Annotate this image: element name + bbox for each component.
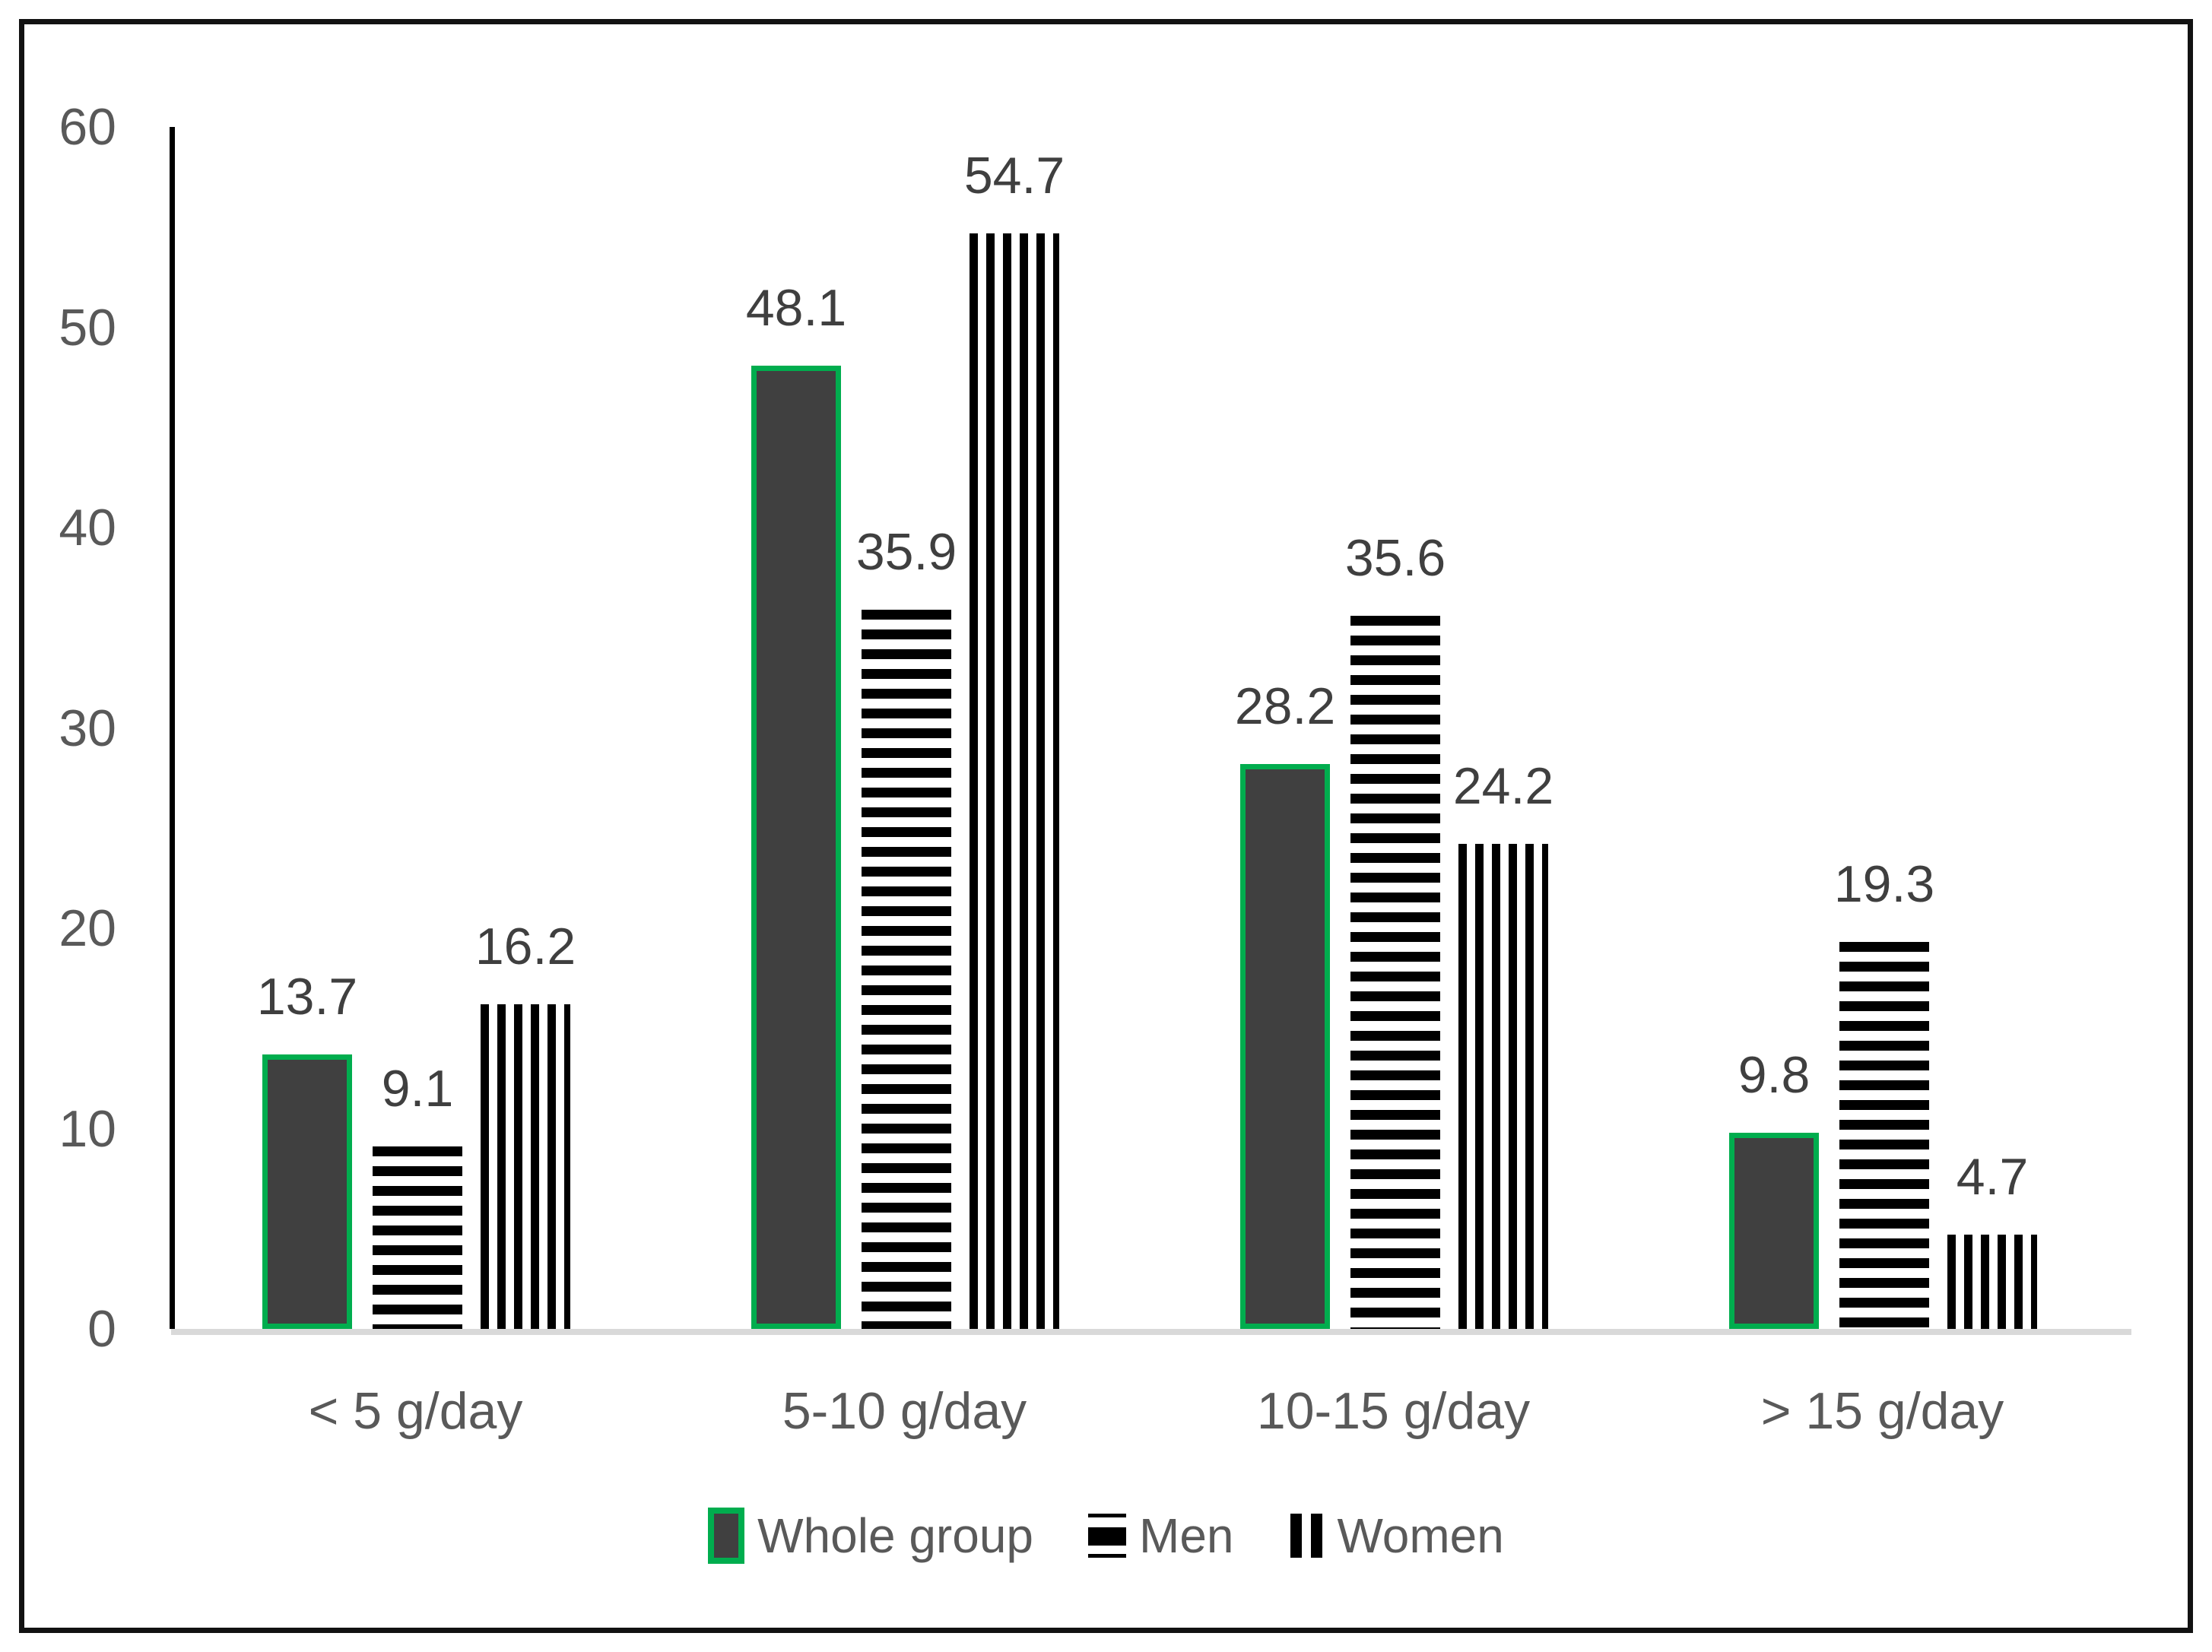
y-axis-tick-label: 0 bbox=[87, 1300, 116, 1358]
legend-item-men: Men bbox=[1088, 1511, 1234, 1560]
value-label: 19.3 bbox=[1833, 855, 1935, 913]
y-axis-tick-label: 20 bbox=[59, 899, 116, 957]
value-label: 16.2 bbox=[474, 918, 576, 975]
y-axis-tick-label: 30 bbox=[59, 699, 116, 757]
legend-label-whole-group: Whole group bbox=[757, 1508, 1034, 1563]
bar-men-2 bbox=[862, 610, 951, 1329]
legend-label-women: Women bbox=[1337, 1508, 1504, 1563]
y-axis-tick-label: 50 bbox=[59, 298, 116, 357]
bar-whole-group-4 bbox=[1729, 1133, 1819, 1329]
value-label: 35.9 bbox=[855, 523, 957, 581]
value-label: 35.6 bbox=[1344, 529, 1446, 587]
value-label: 9.8 bbox=[1738, 1046, 1811, 1104]
value-label: 48.1 bbox=[745, 279, 847, 337]
bar-whole-group-3 bbox=[1240, 764, 1330, 1329]
y-axis-tick-label: 40 bbox=[59, 499, 116, 556]
y-axis-line bbox=[170, 127, 175, 1329]
x-axis-baseline bbox=[171, 1329, 2131, 1335]
y-axis-tick-label: 60 bbox=[59, 98, 116, 156]
category-label: 10-15 g/day bbox=[1256, 1382, 1531, 1440]
bar-men-4 bbox=[1839, 942, 1929, 1329]
y-axis-tick-label: 10 bbox=[59, 1099, 116, 1158]
women-stripes-swatch-icon bbox=[1288, 1514, 1325, 1558]
bar-men-1 bbox=[373, 1146, 462, 1329]
value-label: 24.2 bbox=[1452, 757, 1554, 815]
bar-whole-group-2 bbox=[751, 366, 841, 1329]
bar-women-1 bbox=[481, 1004, 570, 1329]
bar-women-4 bbox=[1947, 1235, 2037, 1329]
bar-men-3 bbox=[1350, 616, 1440, 1329]
legend-label-men: Men bbox=[1139, 1508, 1234, 1563]
bar-women-2 bbox=[970, 233, 1059, 1329]
bar-whole-group-1 bbox=[262, 1054, 352, 1329]
whole-group-swatch-icon bbox=[708, 1508, 745, 1564]
category-label: < 5 g/day bbox=[308, 1382, 523, 1440]
value-label: 9.1 bbox=[381, 1060, 454, 1118]
value-label: 54.7 bbox=[963, 147, 1065, 205]
legend-item-whole-group: Whole group bbox=[708, 1508, 1033, 1564]
value-label: 28.2 bbox=[1234, 677, 1336, 735]
category-label: 5-10 g/day bbox=[782, 1382, 1027, 1440]
legend-item-women: Women bbox=[1288, 1508, 1504, 1563]
legend: Whole group Men Women bbox=[0, 1496, 2212, 1575]
bar-women-3 bbox=[1458, 844, 1548, 1329]
chart-outer-border bbox=[19, 19, 2193, 1633]
men-stripes-swatch-icon bbox=[1088, 1514, 1127, 1558]
value-label: 4.7 bbox=[1956, 1148, 2029, 1206]
value-label: 13.7 bbox=[256, 968, 358, 1026]
category-label: > 15 g/day bbox=[1760, 1382, 2004, 1440]
